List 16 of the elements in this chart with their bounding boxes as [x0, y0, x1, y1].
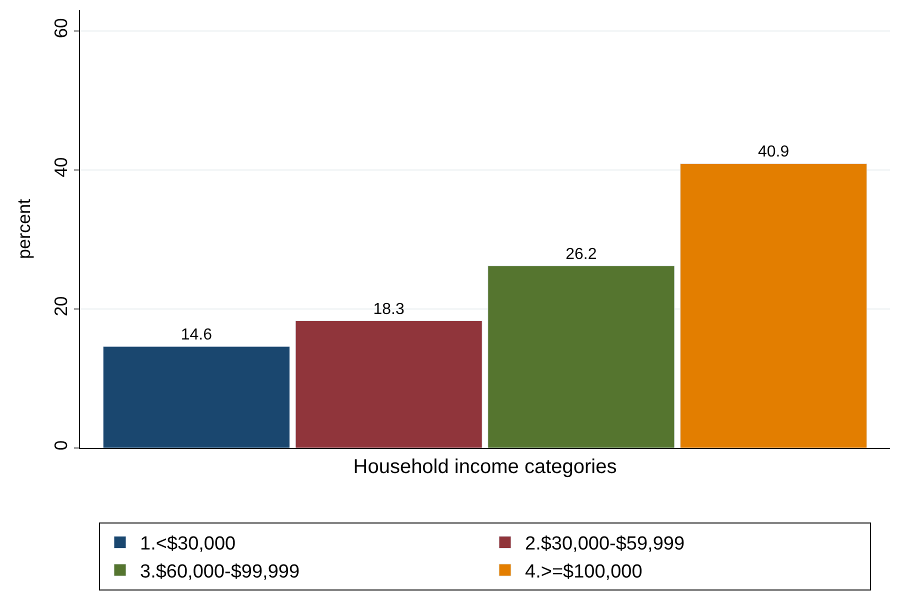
y-tick-label: 60: [50, 18, 71, 38]
legend-label: 1.<$30,000: [140, 534, 236, 555]
y-tick-label: 0: [50, 440, 71, 450]
y-tick-label: 20: [50, 296, 71, 316]
legend-label: 4.>=$100,000: [525, 561, 642, 582]
data-label: 14.6: [180, 326, 212, 344]
data-label: 18.3: [373, 300, 404, 318]
bar: [295, 320, 482, 448]
data-label: 26.2: [566, 246, 597, 263]
legend-label: 2.$30,000-$59,999: [525, 534, 685, 555]
legend-label: 3.$60,000-$99,999: [140, 561, 300, 582]
data-label: 40.9: [758, 144, 790, 161]
y-axis-title: percent: [14, 198, 34, 260]
bar: [102, 346, 290, 448]
x-axis-title: Household income categories: [353, 456, 617, 478]
y-tick-label: 40: [50, 157, 71, 178]
